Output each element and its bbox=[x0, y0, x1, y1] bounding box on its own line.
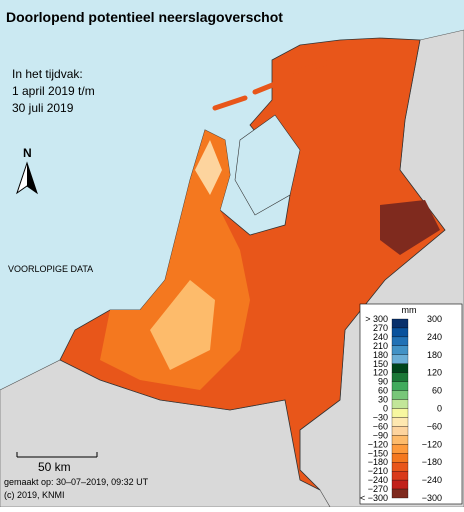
period: 30 juli 2019 bbox=[12, 101, 74, 115]
legend-label: −30 bbox=[373, 412, 388, 422]
legend-swatch bbox=[391, 417, 409, 427]
legend-label: 240 bbox=[373, 332, 388, 342]
legend-swatch bbox=[391, 408, 409, 418]
north-arrow bbox=[27, 163, 37, 193]
legend-label: 90 bbox=[378, 377, 388, 387]
legend-label: −240 bbox=[422, 475, 442, 485]
wadden-islands bbox=[212, 49, 383, 111]
legend-label: > 300 bbox=[365, 314, 388, 324]
footer: (c) 2019, KNMI bbox=[4, 490, 65, 500]
legend-swatch bbox=[391, 470, 409, 481]
title: Doorlopend potentieel neerslagoverschot bbox=[6, 9, 283, 25]
legend-label: −120 bbox=[422, 439, 442, 449]
legend-swatch bbox=[391, 479, 409, 490]
period: In het tijdvak: bbox=[12, 67, 83, 81]
legend-label: −180 bbox=[422, 457, 442, 467]
note: VOORLOPIGE DATA bbox=[8, 264, 93, 274]
legend-label: −270 bbox=[368, 484, 388, 494]
legend-swatch bbox=[391, 390, 409, 400]
legend-swatch bbox=[391, 426, 409, 436]
north-label: N bbox=[23, 146, 32, 160]
wet-east bbox=[380, 200, 440, 255]
scale-label: 50 km bbox=[38, 460, 71, 474]
legend-label: −180 bbox=[368, 457, 388, 467]
legend-label: 120 bbox=[427, 368, 442, 378]
legend-swatch bbox=[391, 435, 409, 445]
legend-label: 60 bbox=[378, 386, 388, 396]
dry-core bbox=[195, 140, 222, 195]
legend-swatch bbox=[391, 444, 409, 454]
legend-label: < −300 bbox=[360, 493, 388, 503]
legend-label: −300 bbox=[422, 493, 442, 503]
legend-label: −150 bbox=[368, 448, 388, 458]
legend-box bbox=[359, 303, 463, 505]
footer: gemaakt op: 30–07–2019, 09:32 UT bbox=[4, 477, 149, 487]
legend-label: −60 bbox=[373, 421, 388, 431]
legend-swatch bbox=[391, 372, 409, 382]
legend-label: 60 bbox=[432, 386, 442, 396]
legend-swatch bbox=[391, 399, 409, 409]
legend-swatch bbox=[391, 453, 409, 463]
ijsselmeer bbox=[234, 114, 301, 216]
legend-unit: mm bbox=[402, 305, 417, 315]
legend-swatch bbox=[391, 318, 409, 329]
legend-label: 210 bbox=[373, 341, 388, 351]
period: 1 april 2019 t/m bbox=[12, 84, 95, 98]
legend-label: −210 bbox=[368, 466, 388, 476]
legend: mm > 3002702402101801501209060300−30−60−… bbox=[359, 303, 463, 505]
legend-label: 240 bbox=[427, 332, 442, 342]
legend-swatch bbox=[391, 354, 409, 364]
legend-label: 270 bbox=[373, 323, 388, 333]
dry-core bbox=[150, 280, 215, 370]
legend-label: 150 bbox=[373, 359, 388, 369]
legend-swatch bbox=[391, 462, 409, 472]
legend-swatch bbox=[391, 363, 409, 373]
legend-swatch bbox=[391, 327, 409, 338]
legend-label: 300 bbox=[427, 314, 442, 324]
legend-label: 120 bbox=[373, 368, 388, 378]
legend-label: 0 bbox=[383, 404, 388, 414]
legend-label: 30 bbox=[378, 395, 388, 405]
legend-label: 180 bbox=[373, 350, 388, 360]
legend-swatch bbox=[391, 381, 409, 391]
legend-swatch bbox=[391, 488, 409, 499]
legend-label: −240 bbox=[368, 475, 388, 485]
legend-label: 180 bbox=[427, 350, 442, 360]
legend-swatch bbox=[391, 336, 409, 346]
legend-swatch bbox=[391, 345, 409, 355]
legend-label: −90 bbox=[373, 430, 388, 440]
legend-label: −120 bbox=[368, 439, 388, 449]
legend-label: −60 bbox=[427, 421, 442, 431]
legend-label: 0 bbox=[437, 404, 442, 414]
